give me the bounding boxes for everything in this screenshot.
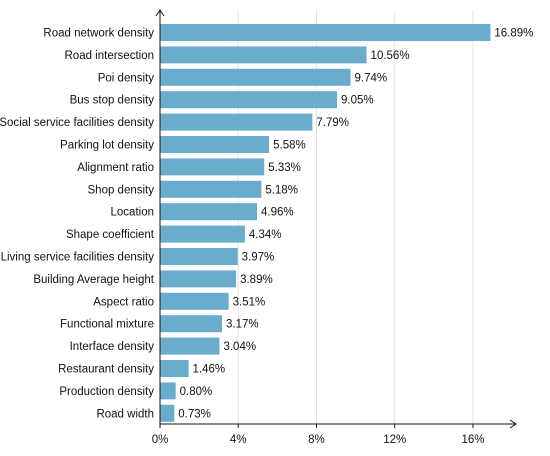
data-label: 0.80% (180, 386, 213, 398)
data-label: 3.51% (233, 296, 266, 308)
category-label: Road intersection (65, 50, 155, 62)
category-label: Shop density (88, 184, 155, 196)
category-label: Restaurant density (58, 364, 154, 376)
data-label: 1.46% (193, 364, 226, 376)
category-label: Social service facilities density (0, 117, 154, 129)
data-label: 5.58% (273, 140, 306, 152)
category-label: Aspect ratio (93, 296, 154, 308)
bar (160, 203, 258, 221)
bar (160, 270, 237, 288)
bar (160, 315, 223, 333)
x-tick-label: 12% (383, 434, 406, 446)
category-label: Living service facilities density (1, 252, 155, 264)
category-label: Interface density (70, 341, 155, 353)
data-label: 3.97% (242, 252, 275, 264)
category-label: Shape coefficient (66, 229, 155, 241)
x-tick-label: 0% (152, 434, 169, 446)
bars (160, 24, 491, 422)
data-label: 7.79% (316, 117, 349, 129)
category-label: Parking lot density (60, 140, 154, 152)
data-label: 16.89% (494, 28, 533, 40)
data-label: 5.18% (265, 184, 298, 196)
bar (160, 337, 220, 355)
data-label: 3.17% (226, 319, 259, 331)
bar (160, 180, 262, 198)
category-label: Bus stop density (70, 95, 155, 107)
bar (160, 382, 176, 400)
data-label: 9.05% (341, 95, 374, 107)
axes: 0% 4% 8% 12% 16% (152, 9, 517, 446)
data-label: 3.89% (240, 274, 273, 286)
category-label: Road network density (43, 28, 154, 40)
bar (160, 91, 338, 109)
labels: Road network density 16.89% Road intersect… (0, 28, 533, 421)
y-axis-arrow (155, 9, 165, 17)
category-label: Location (111, 207, 154, 219)
x-axis-arrow (509, 419, 517, 429)
category-label: Functional mixture (60, 319, 154, 331)
data-label: 4.96% (261, 207, 294, 219)
data-label: 0.73% (178, 408, 211, 420)
data-label: 10.56% (371, 50, 410, 62)
bar (160, 404, 175, 422)
bar (160, 248, 238, 265)
x-tick-label: 4% (230, 434, 247, 446)
data-label: 9.74% (355, 72, 388, 84)
bar (160, 225, 245, 243)
bar (160, 46, 367, 64)
x-tick-label: 8% (308, 434, 325, 446)
bar (160, 292, 229, 310)
category-label: Production density (59, 386, 154, 398)
bar (160, 360, 189, 377)
category-label: Building Average height (33, 274, 154, 286)
category-label: Road width (96, 408, 154, 420)
bar (160, 113, 313, 131)
data-label: 4.34% (249, 229, 282, 241)
data-label: 3.04% (223, 341, 256, 353)
bar (160, 158, 265, 176)
category-label: Alignment ratio (77, 162, 154, 174)
bar (160, 68, 351, 86)
category-label: Poi density (98, 72, 155, 84)
bar (160, 24, 491, 41)
x-tick-label: 16% (461, 434, 484, 446)
data-label: 5.33% (268, 162, 301, 174)
bar (160, 136, 270, 153)
